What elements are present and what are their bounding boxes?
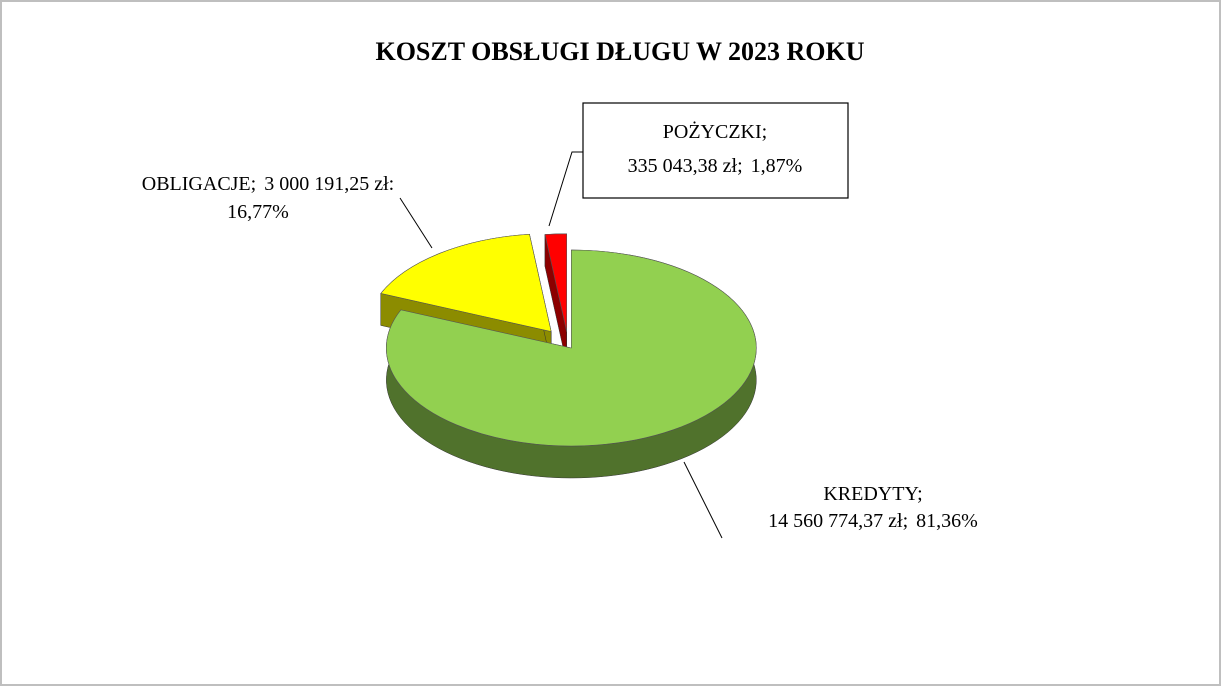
data-label: 14 560 774,37 zł; 81,36% — [768, 510, 978, 532]
data-label: OBLIGACJE; 3 000 191,25 zł: — [142, 173, 394, 195]
data-label-part: 14 560 774,37 zł; — [768, 510, 908, 532]
data-label-part: 3 000 191,25 zł: — [264, 173, 394, 195]
data-label: KREDYTY; — [823, 483, 922, 505]
data-label-part: POŻYCZKI; — [663, 120, 767, 143]
slice — [380, 233, 552, 332]
chart-title: KOSZT OBSŁUGI DŁUGU W 2023 ROKU — [375, 37, 864, 66]
leader-line — [683, 461, 723, 539]
slice — [544, 233, 568, 332]
leader-line — [399, 197, 433, 249]
data-label-part: 1,87% — [751, 155, 803, 177]
data-label-part: OBLIGACJE; — [142, 173, 256, 195]
data-label-part: 335 043,38 zł; — [628, 155, 743, 177]
label-box — [582, 102, 849, 199]
data-label: 335 043,38 zł; 1,87% — [628, 155, 803, 177]
data-label: 16,77% — [227, 201, 289, 223]
slice — [386, 249, 757, 447]
data-label: POŻYCZKI; — [663, 120, 767, 143]
leader-line — [548, 151, 583, 227]
data-label-part: 16,77% — [227, 201, 289, 223]
data-label-part: 81,36% — [916, 510, 978, 532]
data-label-part: KREDYTY; — [823, 483, 922, 505]
